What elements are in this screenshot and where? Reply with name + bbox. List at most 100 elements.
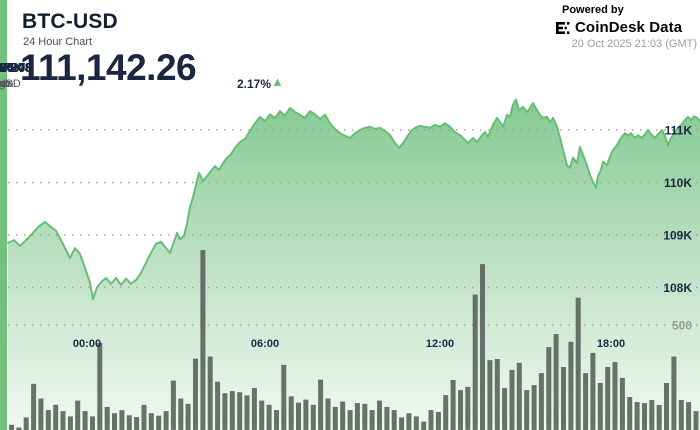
volume-bar	[178, 398, 184, 430]
volume-bar	[597, 383, 603, 430]
volume-bar	[104, 406, 110, 430]
volume-bar	[494, 359, 500, 430]
volume-bar	[229, 391, 235, 430]
volume-bar	[487, 360, 493, 430]
volume-bar	[296, 402, 301, 430]
stat-vol-label: Vol	[0, 78, 8, 90]
x-axis-tick-label: 12:00	[426, 338, 454, 350]
powered-by-label: Powered by	[562, 4, 624, 16]
volume-bar	[553, 334, 559, 430]
chart-subtitle: 24 Hour Chart	[23, 36, 93, 48]
y-axis-tick-label: 111K	[665, 124, 693, 138]
volume-axis-tick-label: 500	[672, 319, 692, 333]
volume-bar	[318, 379, 324, 430]
page-title: BTC-USD	[22, 10, 118, 33]
volume-bar	[200, 250, 206, 430]
stat-open: 108,784.70 Open	[0, 60, 33, 90]
volume-bar	[90, 416, 95, 430]
volume-bar	[590, 352, 596, 430]
coindesk-data-logo: CoinDesk Data	[555, 19, 682, 36]
volume-bar	[413, 416, 419, 430]
volume-bar	[310, 404, 316, 430]
volume-bar	[259, 400, 265, 430]
volume-bar	[126, 415, 132, 430]
stat-vol-usd-label: Vol USD	[0, 78, 21, 90]
volume-bar	[134, 417, 140, 430]
volume-bar	[377, 400, 382, 430]
volume-bar	[23, 417, 29, 430]
volume-bar	[480, 264, 485, 430]
stat-low-value: 107,775.08	[0, 60, 33, 75]
volume-bar	[612, 362, 618, 430]
timestamp: 20 Oct 2025 21:03 (GMT)	[571, 38, 697, 50]
volume-bar	[347, 410, 353, 430]
volume-bar	[148, 413, 154, 430]
x-axis-tick-label: 00:00	[73, 338, 101, 350]
price-line	[7, 98, 700, 300]
volume-bar	[634, 402, 640, 430]
volume-bar	[274, 410, 279, 430]
volume-bar	[141, 404, 147, 430]
stat-low: 107,775.08 Low	[0, 60, 33, 90]
volume-bar	[546, 347, 552, 430]
volume-bar	[583, 373, 589, 430]
volume-bar	[384, 406, 390, 430]
coindesk-logo-icon	[556, 21, 570, 34]
volume-bar	[516, 362, 522, 430]
volume-bar	[215, 381, 221, 430]
stat-high-label: High	[0, 78, 12, 90]
volume-bar	[97, 342, 103, 430]
volume-bar	[406, 413, 412, 430]
volume-bar	[619, 377, 625, 430]
volume-bar	[207, 356, 213, 430]
volume-bar	[222, 393, 228, 430]
change-percent: 2.17%	[237, 77, 272, 91]
volume-bar	[67, 416, 73, 430]
volume-bar	[9, 424, 14, 430]
y-axis-tick-label: 110K	[664, 176, 692, 190]
stat-vol: 28.27 K Vol	[0, 60, 23, 90]
volume-bar	[60, 411, 66, 430]
volume-bar	[237, 392, 243, 430]
volume-bar	[656, 405, 662, 430]
volume-bar	[502, 388, 508, 430]
volume-bar	[119, 410, 125, 430]
volume-bar	[428, 410, 434, 430]
x-axis-tick-label: 18:00	[597, 338, 625, 350]
volume-bar	[421, 421, 427, 430]
volume-bar	[170, 380, 176, 430]
volume-bar	[16, 427, 22, 430]
volume-bar	[399, 417, 405, 430]
volume-bar	[693, 411, 699, 430]
stat-low-label: Low	[0, 78, 11, 90]
volume-bar	[251, 388, 257, 430]
volume-bar	[362, 403, 368, 430]
volume-bar	[605, 367, 611, 430]
volume-bar	[678, 400, 684, 430]
volume-bar	[435, 411, 441, 430]
stat-vol-usd: 3.12 B Vol USD	[0, 60, 21, 90]
volume-bar	[31, 383, 37, 430]
price-area-fill	[8, 99, 700, 430]
volume-bar	[465, 386, 471, 430]
volume-bar	[450, 380, 456, 430]
volume-bar	[443, 395, 449, 430]
volume-bar	[458, 390, 463, 430]
volume-bar	[649, 400, 655, 430]
volume-bar	[185, 403, 191, 430]
up-triangle-icon: ▲	[271, 74, 284, 89]
volume-bar	[354, 403, 360, 430]
volume-bar	[288, 396, 294, 430]
volume-bar	[303, 399, 309, 430]
volume-bar	[156, 415, 162, 430]
stat-open-value: 108,784.70	[0, 60, 33, 75]
volume-bar	[575, 297, 581, 430]
volume-bar	[75, 400, 81, 430]
stat-open-label: Open	[0, 78, 14, 90]
volume-bar	[325, 398, 331, 430]
volume-bar	[568, 341, 574, 430]
volume-bar	[561, 367, 566, 430]
volume-bar	[266, 404, 272, 430]
volume-bar	[45, 410, 51, 430]
